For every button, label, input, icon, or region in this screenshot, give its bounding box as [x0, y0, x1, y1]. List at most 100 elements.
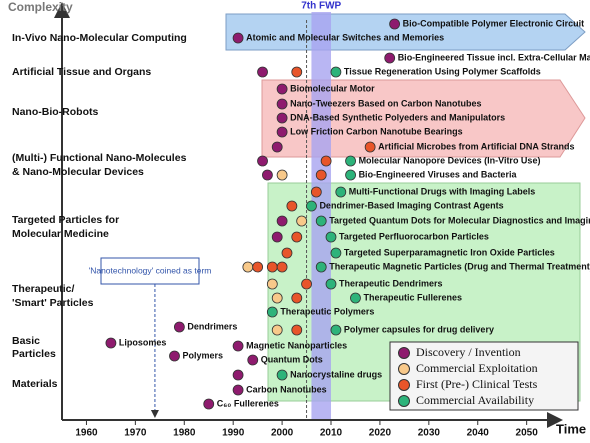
x-tick-label: 2010: [320, 428, 343, 439]
row-label: & Nano-Molecular Devices: [12, 166, 144, 178]
milestone: [296, 215, 308, 227]
milestone: [281, 247, 293, 259]
legend-label: First (Pre-) Clinical Tests: [416, 377, 538, 391]
item-label: Dendrimer-Based Imaging Contrast Agents: [319, 200, 503, 210]
milestone: [364, 141, 376, 153]
milestone: [252, 261, 264, 273]
milestone: [330, 324, 342, 336]
milestone: [276, 169, 288, 181]
x-tick-label: 2030: [418, 428, 441, 439]
legend-marker: [398, 395, 410, 407]
milestone: [291, 66, 303, 78]
row-label: 'Smart' Particles: [12, 297, 94, 309]
row-label: Particles: [12, 348, 56, 360]
milestone: [301, 278, 312, 290]
item-label: Polymers: [182, 350, 223, 360]
x-tick-label: 1980: [173, 428, 196, 439]
row-label: Materials: [12, 378, 58, 390]
legend-marker: [398, 379, 410, 391]
item-label: Dendrimers: [187, 321, 237, 331]
milestone: [276, 215, 288, 227]
x-tick-label: 1990: [222, 428, 245, 439]
item-label: C₆₀ Fullerenes: [217, 398, 279, 408]
item-label: Multi-Functional Drugs with Imaging Labe…: [349, 186, 536, 196]
milestone: [315, 261, 327, 273]
item-label: Therapeutic Fullerenes: [363, 292, 462, 302]
milestone: [266, 278, 278, 290]
milestone: [232, 384, 244, 396]
item-label: Low Friction Carbon Nanotube Bearings: [290, 126, 463, 136]
milestone: [266, 261, 278, 273]
row-label: Molecular Medicine: [12, 228, 109, 240]
x-tick-label: 2050: [516, 428, 539, 439]
x-tick-label: 2020: [369, 428, 392, 439]
item-label: Targeted Perfluorocarbon Particles: [339, 231, 489, 241]
milestone: [232, 32, 244, 44]
item-label: Quantum Dots: [261, 354, 323, 364]
milestone: [232, 340, 244, 352]
item-label: Liposomes: [119, 337, 167, 347]
milestone: [276, 112, 288, 124]
milestone: [271, 141, 283, 153]
item-label: Carbon Nanotubes: [246, 384, 327, 394]
milestone: [276, 126, 288, 138]
milestone: [242, 261, 254, 273]
item-label: Atomic and Molecular Switches and Memori…: [246, 32, 444, 42]
milestone: [203, 398, 215, 410]
milestone: [291, 292, 303, 304]
milestone: [310, 186, 322, 198]
milestone: [286, 200, 298, 212]
milestone: [271, 292, 283, 304]
milestone: [330, 247, 342, 259]
row-label: (Multi-) Functional Nano-Molecules: [12, 152, 187, 164]
milestone: [325, 278, 337, 290]
milestone: [271, 324, 283, 336]
milestone: [276, 261, 288, 273]
item-label: DNA-Based Synthetic Polyeders and Manipu…: [290, 112, 505, 122]
milestone: [345, 169, 356, 181]
item-label: Bio-Engineered Viruses and Bacteria: [359, 169, 518, 179]
milestone: [291, 324, 303, 336]
milestone: [105, 337, 117, 349]
item-label: Bio-Compatible Polymer Electronic Circui…: [403, 18, 585, 28]
milestone: [315, 169, 327, 181]
legend-marker: [398, 347, 410, 359]
milestone: [350, 292, 361, 304]
annotation-label: 'Nanotechnology' coined as term: [89, 265, 212, 275]
y-title: Complexity: [8, 0, 73, 14]
legend-label: Commercial Availability: [416, 393, 534, 407]
milestone: [266, 306, 278, 318]
x-tick-label: 1970: [124, 428, 147, 439]
item-label: Biomolecular Motor: [290, 83, 375, 93]
milestone: [315, 215, 327, 227]
item-label: Nano-Tweezers Based on Carbon Nanotubes: [290, 98, 481, 108]
row-label: Therapeutic/: [12, 283, 75, 295]
robots-arrow: [261, 79, 586, 158]
milestone: [169, 350, 180, 362]
item-label: Bio-Engineered Tissue incl. Extra-Cellul…: [398, 52, 590, 62]
milestone: [257, 66, 268, 78]
item-label: Targeted Quantum Dots for Molecular Diag…: [329, 215, 590, 225]
x-title: Time: [556, 421, 586, 436]
milestone: [345, 155, 356, 167]
milestone: [320, 155, 332, 167]
milestone: [330, 66, 342, 78]
item-label: Polymer capsules for drug delivery: [344, 324, 494, 334]
x-tick-label: 2000: [271, 428, 294, 439]
x-tick-label: 1960: [75, 428, 98, 439]
legend-marker: [398, 363, 410, 375]
annotation-box: [100, 257, 200, 285]
milestone: [276, 83, 288, 95]
item-label: Targeted Superparamagnetic Iron Oxide Pa…: [344, 247, 555, 257]
row-label: Artificial Tissue and Organs: [12, 66, 151, 78]
legend-label: Discovery / Invention: [416, 345, 521, 359]
milestone: [262, 169, 273, 181]
item-label: Artificial Microbes from Artificial DNA …: [378, 141, 574, 151]
row-label: Targeted Particles for: [12, 214, 119, 226]
milestone: [173, 321, 185, 333]
row-label: Nano-Bio-Robots: [12, 106, 98, 118]
x-tick-label: 2040: [467, 428, 490, 439]
item-label: Tissue Regeneration Using Polymer Scaffo…: [344, 66, 541, 76]
milestone: [257, 155, 268, 167]
